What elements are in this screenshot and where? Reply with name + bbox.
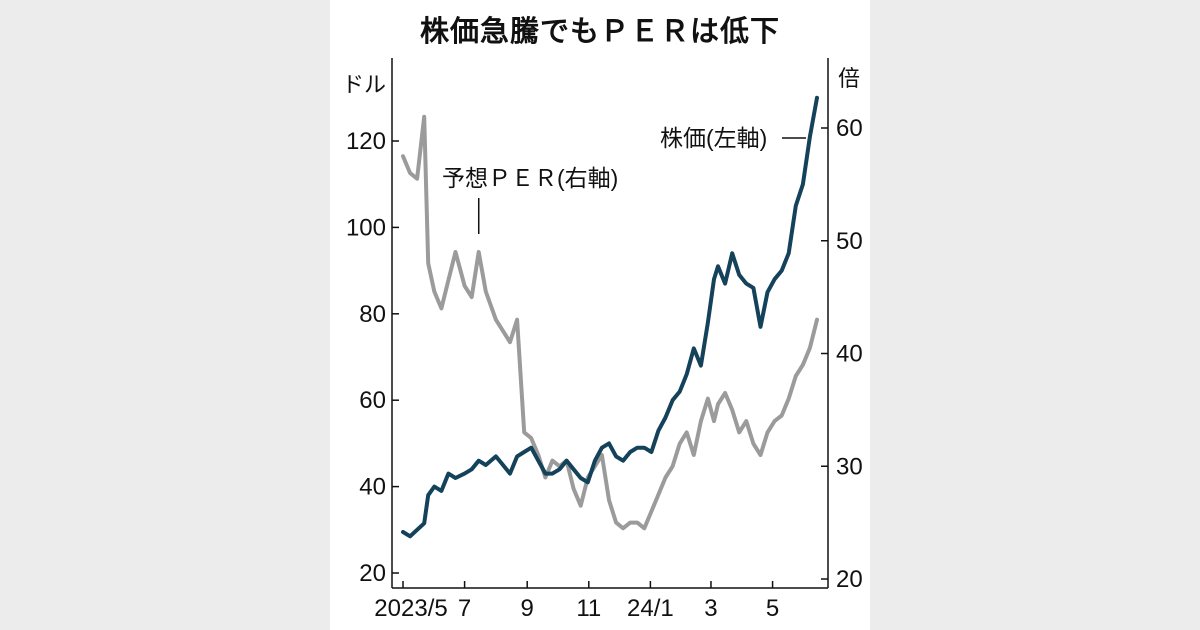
x-axis-tick-label: 11 [576,595,601,622]
chart-title: 株価急騰でもＰＥＲは低下 [419,14,780,48]
chart-panel: 株価急騰でもＰＥＲは低下 ドル 倍 20 40 60 80 100 120 20 30 40 50 60… [330,0,870,630]
x-axis-tick-label: 24/1 [627,595,674,622]
x-axis-tick-label: 3 [704,595,717,622]
series-group [401,95,819,539]
x-axis-tick-label: 2023/5 [374,595,447,622]
left-axis-tick-label: 80 [359,301,386,328]
line-chart: ドル 倍 20 40 60 80 100 120 20 30 40 50 60 2023/5 7 9 11 24/… [342,58,863,622]
right-axis-tick-label: 60 [836,115,863,142]
left-axis-tick-label: 120 [346,128,386,155]
left-axis-unit: ドル [342,72,386,97]
series-line-price [401,95,819,539]
series-line-per [401,114,819,531]
right-axis-unit: 倍 [838,66,860,91]
right-axis-tick-label: 30 [836,453,863,480]
x-axis-tick-label: 9 [521,595,534,622]
background-left [0,0,330,630]
right-axis-tick-label: 50 [836,228,863,255]
left-axis-tick-label: 40 [359,474,386,501]
left-axis-tick-label: 60 [359,387,386,414]
left-axis-tick-label: 20 [359,560,386,587]
x-axis-tick-label: 7 [458,595,471,622]
annotation-group: 予想ＰＥＲ(右軸) 株価(左軸) [442,125,806,234]
axes-group: ドル 倍 20 40 60 80 100 120 20 30 40 50 60 2023/5 7 9 11 24/… [342,58,863,622]
x-axis-tick-label: 5 [766,595,779,622]
per-series-label: 予想ＰＥＲ(右軸) [442,165,618,191]
left-axis-tick-label: 100 [346,214,386,241]
background-right [870,0,1200,630]
right-axis-tick-label: 20 [836,566,863,593]
price-series-label: 株価(左軸) [660,125,767,151]
right-axis-tick-label: 40 [836,341,863,368]
